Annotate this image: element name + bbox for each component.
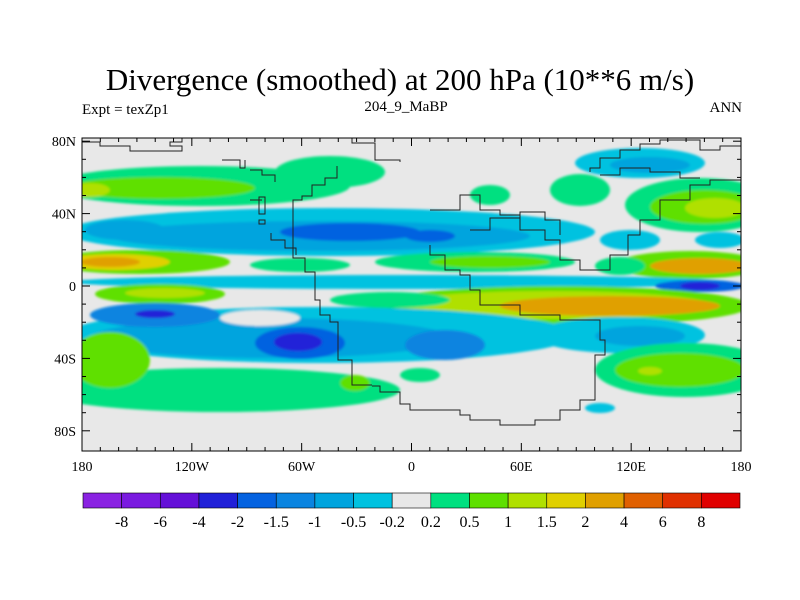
- colorbar-swatch: [585, 492, 625, 509]
- plot-title: Divergence (smoothed) at 200 hPa (10**6 …: [105, 62, 695, 97]
- colorbar-label: -1.5: [264, 514, 289, 531]
- colorbar-swatch: [82, 492, 122, 509]
- colorbar-swatch: [237, 492, 277, 509]
- season-label: ANN: [709, 100, 743, 116]
- colorbar-swatch: [701, 492, 741, 509]
- colorbar-label: 1: [504, 514, 512, 531]
- colorbar-label: 0.5: [459, 514, 479, 531]
- colorbar-swatch: [159, 492, 200, 509]
- axis-ticks: [81, 138, 742, 451]
- colorbar-label: 6: [659, 514, 667, 531]
- colorbar-label: 1.5: [537, 514, 557, 531]
- colorbar-label: -8: [115, 514, 128, 531]
- y-tick-label: 40N: [52, 208, 76, 223]
- x-tick-label: 180: [731, 460, 752, 475]
- colorbar: -8 -6 -4 -2 -1.5 -1 -0.5 -0.2 0.2 0.5 1 1.5 2 4 6 8: [82, 492, 741, 531]
- x-tick-label: 60E: [510, 460, 533, 475]
- colorbar-swatch: [275, 492, 316, 509]
- colorbar-swatch: [391, 492, 432, 509]
- y-tick-label: 80N: [52, 135, 76, 150]
- y-tick-label: 80S: [54, 425, 76, 440]
- contour-field: [82, 138, 741, 451]
- y-tick-label: 0: [69, 280, 76, 295]
- coastline-outlines: [82, 138, 741, 426]
- colorbar-swatch: [469, 492, 509, 509]
- experiment-label: Expt = texZp1: [82, 102, 169, 118]
- colorbar-label: -6: [154, 514, 167, 531]
- colorbar-swatch: [546, 492, 586, 509]
- colorbar-label: -0.5: [341, 514, 366, 531]
- colorbar-swatch: [353, 492, 393, 509]
- colorbar-label: -1: [308, 514, 321, 531]
- y-tick-label: 40S: [54, 352, 76, 367]
- colorbar-label: 8: [697, 514, 705, 531]
- colorbar-swatch: [623, 492, 664, 509]
- x-tick-label: 180: [72, 460, 93, 475]
- colorbar-label: 0.2: [421, 514, 441, 531]
- colorbar-label: -0.2: [380, 514, 405, 531]
- x-tick-label: 120W: [175, 460, 210, 475]
- colorbar-swatch: [507, 492, 548, 509]
- colorbar-label: 2: [581, 514, 589, 531]
- colorbar-label: -4: [192, 514, 205, 531]
- x-tick-label: 0: [408, 460, 415, 475]
- colorbar-swatch: [662, 492, 702, 509]
- x-tick-label: 120E: [616, 460, 646, 475]
- colorbar-swatch: [430, 492, 470, 509]
- colorbar-swatch: [198, 492, 238, 509]
- period-label: 204_9_MaBP: [364, 99, 448, 115]
- x-tick-label: 60W: [288, 460, 316, 475]
- colorbar-swatch: [121, 492, 161, 509]
- colorbar-label: -2: [231, 514, 244, 531]
- colorbar-swatch: [314, 492, 354, 509]
- colorbar-label: 4: [620, 514, 628, 531]
